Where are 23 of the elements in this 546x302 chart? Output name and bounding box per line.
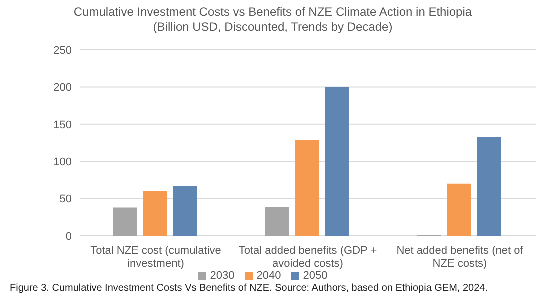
bar	[143, 191, 168, 236]
bar	[265, 206, 290, 236]
x-tick-label: Total added benefits (GDP + avoided costs)	[238, 245, 378, 270]
y-tick-label: 150	[54, 119, 72, 132]
caption: Figure 3. Cumulative Investment Costs Vs Benefits of NZE. Source: Authors, based on Ethiopia GEM, 2024.	[10, 283, 488, 294]
y-tick-label: 250	[54, 44, 72, 57]
bar	[477, 137, 502, 236]
legend-label: 2030	[210, 270, 235, 282]
bar	[325, 87, 350, 236]
x-tick-label: Net added benefits (net of NZE costs)	[396, 245, 524, 270]
y-tick-label: 0	[66, 230, 72, 243]
bar	[113, 208, 138, 236]
y-tick-label: 50	[60, 194, 72, 206]
bar	[295, 140, 320, 236]
y-tick-label: 200	[54, 82, 72, 94]
x-tick-label: Total NZE cost (cumulative investment)	[90, 245, 222, 270]
y-tick-label: 100	[54, 156, 72, 169]
chart-subtitle: (Billion USD, Discounted, Trends by Decade)	[152, 20, 394, 35]
bar	[447, 184, 472, 236]
legend-label: 2040	[256, 270, 282, 282]
chart-title: Cumulative Investment Costs vs Benefits of NZE Climate Action in Ethiopia	[72, 5, 474, 20]
bar	[173, 186, 198, 236]
legend-label: 2050	[303, 270, 328, 282]
